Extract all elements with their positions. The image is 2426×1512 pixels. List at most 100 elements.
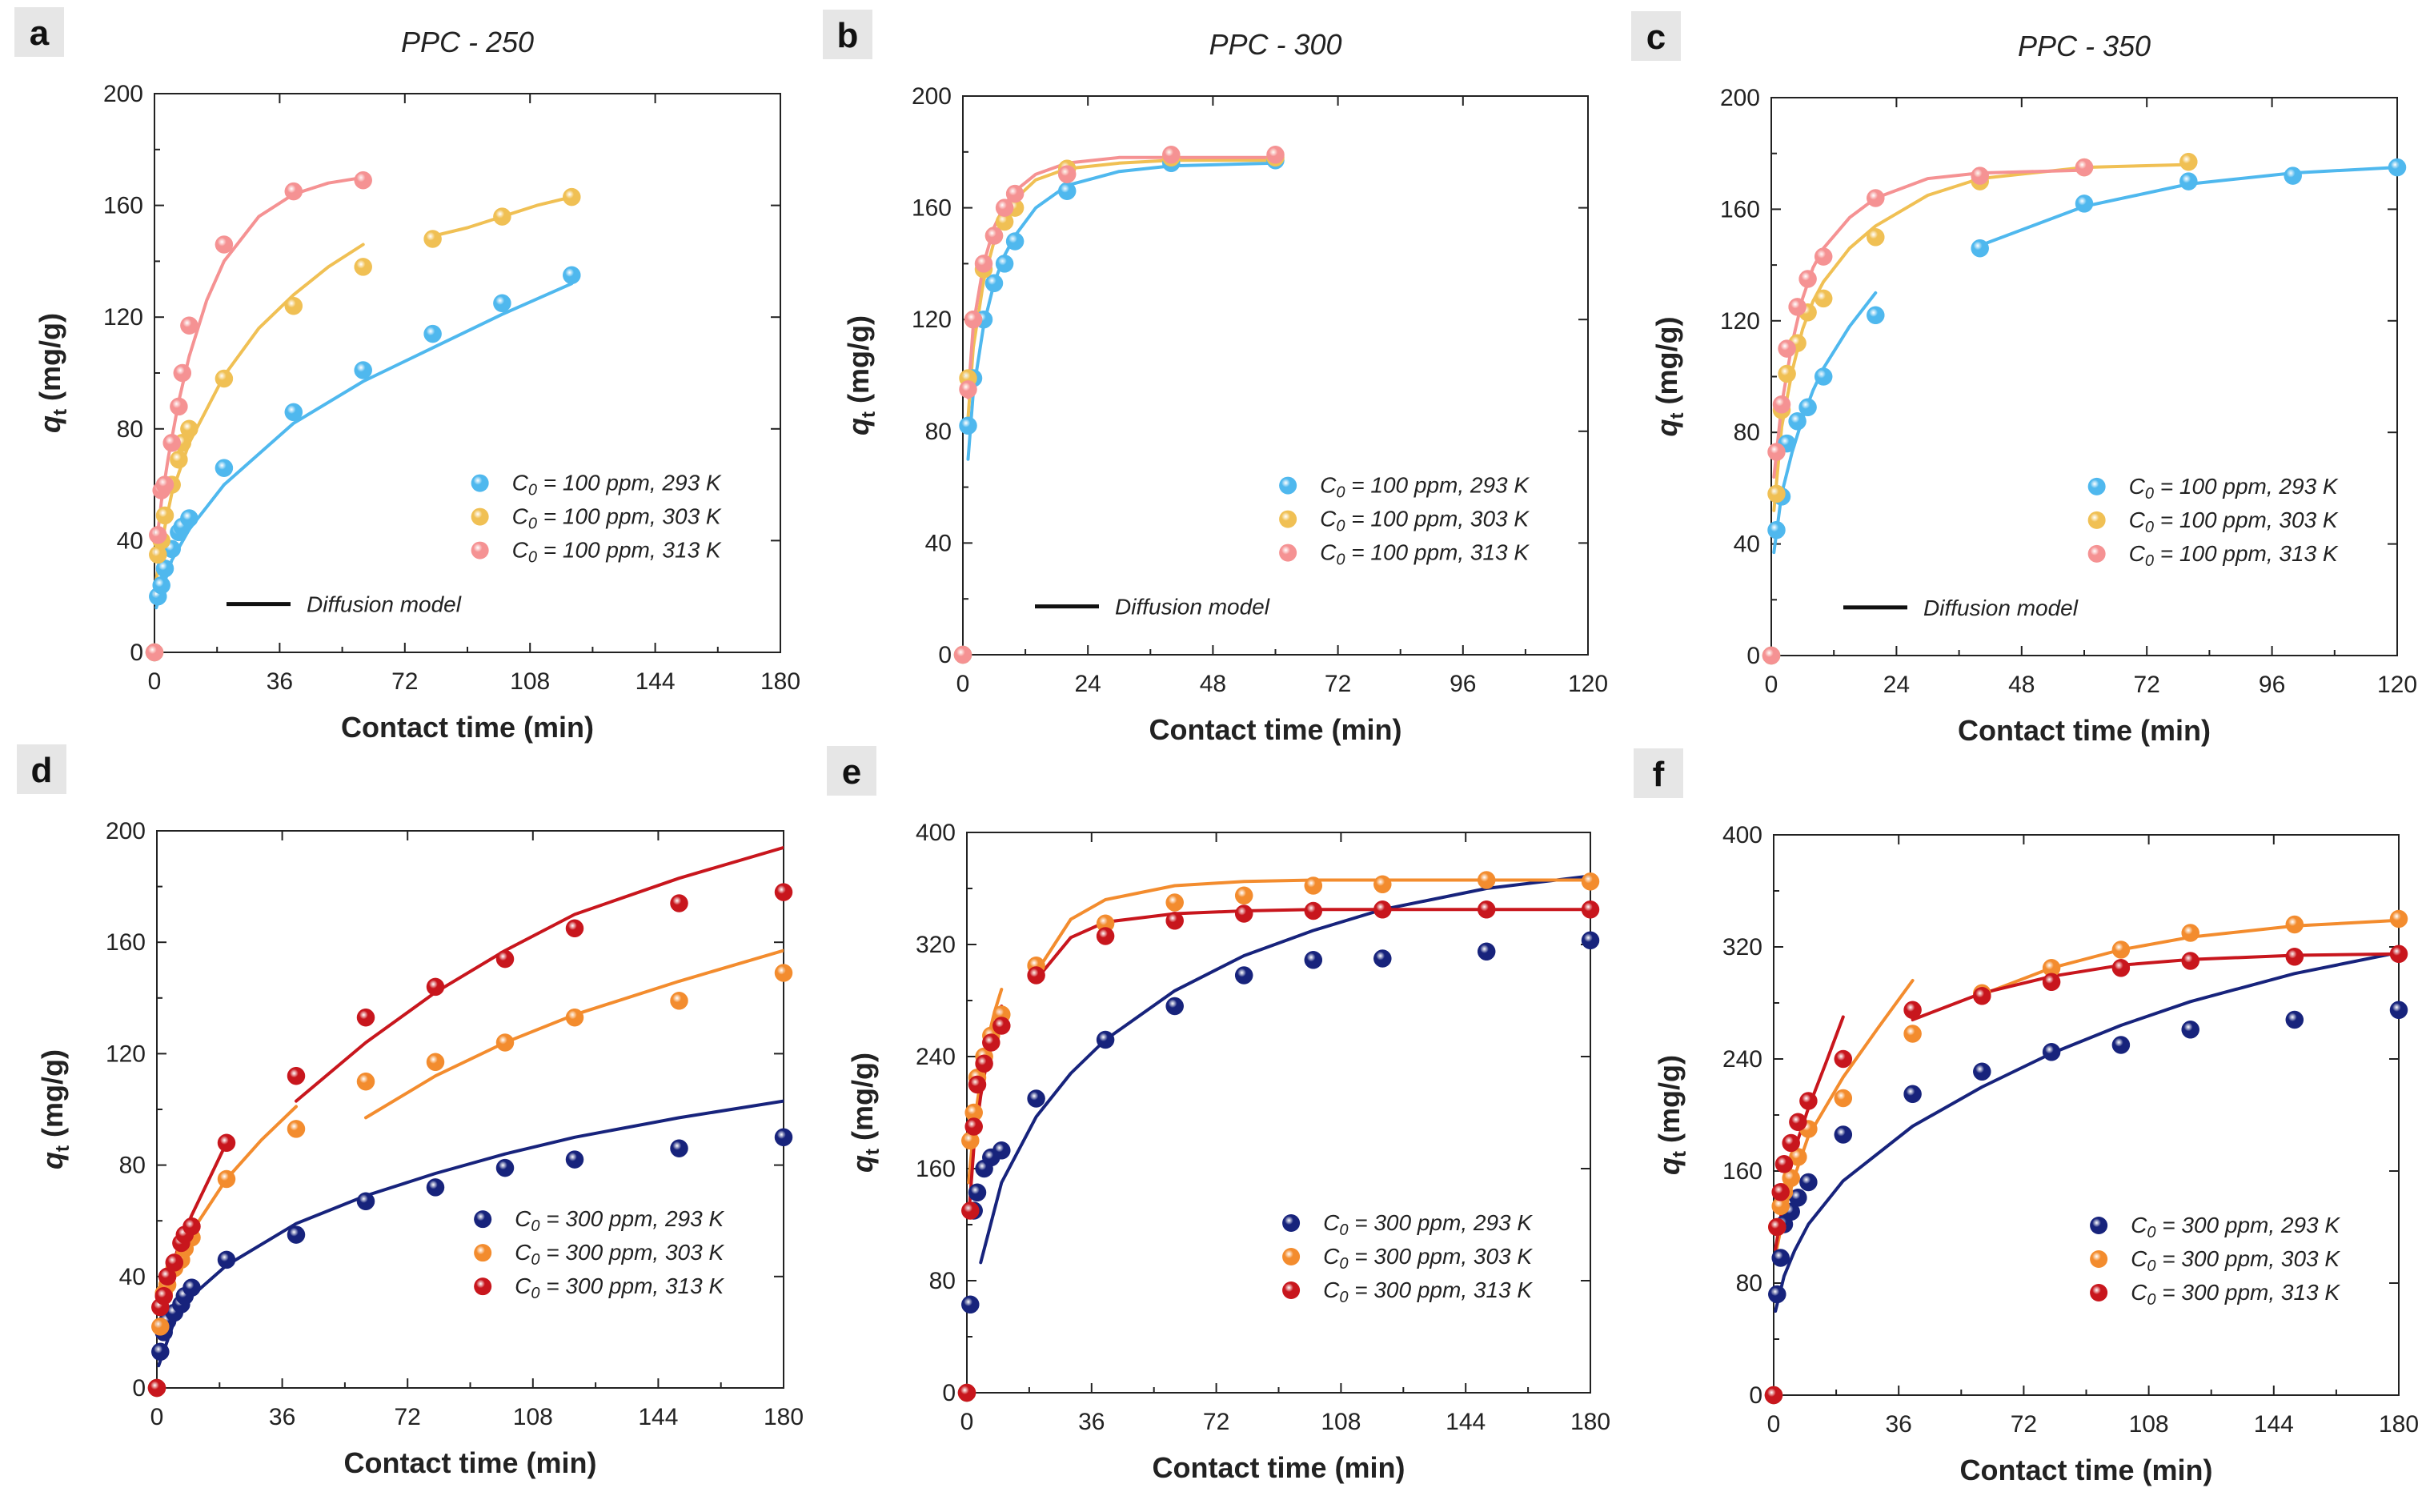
legend-rest: = 100 ppm, 313 K [537, 538, 722, 563]
legend-c: C [1323, 1277, 1340, 1302]
x-axis-title: Contact time (min) [1149, 713, 1401, 746]
y-tick-label: 40 [117, 527, 143, 554]
data-point-series-1 [670, 1139, 688, 1157]
data-point-series-3 [1973, 987, 1991, 1005]
data-point-series-2 [2181, 924, 2199, 942]
x-axis-title: Contact time (min) [341, 711, 594, 744]
fit-line-series-1 [979, 874, 1590, 1265]
y-tick-label: 160 [1722, 1158, 1762, 1185]
plot-frame [156, 830, 784, 1389]
data-point-series-3 [162, 434, 181, 452]
legend-entry: C0 = 100 ppm, 293 K [1320, 473, 1530, 502]
data-point-series-3 [182, 1217, 201, 1236]
legend-marker [2087, 511, 2106, 529]
y-axis-title: qt (mg/g) [842, 315, 880, 435]
data-point-series-1 [1581, 931, 1600, 950]
panel-letter-box [823, 10, 872, 59]
y-axis-title-unit: (mg/g) [846, 1053, 879, 1149]
data-point-series-3 [1789, 1113, 1807, 1132]
data-point-series-1 [1373, 949, 1392, 968]
data-point-series-3 [1774, 1155, 1794, 1173]
data-point-series-2 [1304, 876, 1323, 895]
legend-rest: = 300 ppm, 303 K [2155, 1246, 2340, 1271]
panel-title: PPC - 350 [2018, 30, 2151, 62]
x-tick-label: 72 [1325, 671, 1351, 697]
data-point-series-3 [2285, 948, 2304, 966]
data-point-series-2 [2179, 152, 2198, 171]
data-point-series-3 [1903, 1001, 1922, 1020]
fit-line-series-3 [1772, 168, 2086, 479]
data-point-series-2 [1767, 484, 1786, 503]
data-point-series-3 [2042, 973, 2061, 992]
data-point-series-1 [2111, 1036, 2131, 1054]
data-point-series-3 [1005, 184, 1025, 203]
x-tick-label: 180 [764, 1404, 804, 1430]
data-point-series-2 [180, 419, 198, 439]
data-point-series-3 [959, 380, 977, 399]
plot-frame [1770, 97, 2398, 656]
y-tick-label: 80 [1734, 419, 1760, 446]
panel-title: PPC - 300 [1209, 28, 1341, 61]
data-point-series-3 [149, 526, 167, 544]
data-point-series-1 [1973, 1062, 1991, 1081]
panel-letter: f [1653, 755, 1665, 794]
y-axis-title-sub: t [52, 1145, 74, 1152]
legend-sub: 0 [2147, 1257, 2155, 1275]
fit-line-series-3 [154, 175, 365, 548]
y-axis-title-unit: (mg/g) [1653, 1055, 1686, 1151]
y-tick-label: 0 [942, 1380, 956, 1406]
data-point-series-3 [145, 643, 164, 662]
legend-entry: C0 = 100 ppm, 303 K [1320, 507, 1530, 535]
data-point-series-1 [1971, 239, 1989, 258]
data-point-series-3 [1764, 1386, 1783, 1405]
data-point-series-1 [1788, 412, 1806, 431]
fit-lines [967, 874, 1590, 1265]
data-point-series-3 [1266, 146, 1285, 164]
data-point-series-1 [1005, 232, 1025, 251]
panel-letter: e [842, 752, 861, 792]
data-point-series-3 [1778, 339, 1796, 358]
fit-line-series-3 [1034, 908, 1590, 981]
data-point-series-2 [170, 450, 188, 469]
panel-letter: b [837, 16, 859, 55]
legend-c: C [2131, 1213, 2147, 1237]
y-axis-title-sub: t [50, 409, 71, 415]
data-point-series-3 [2181, 952, 2199, 970]
data-point-series-2 [1477, 871, 1496, 889]
data-point-series-3 [975, 1054, 993, 1073]
y-tick-label: 0 [1749, 1382, 1762, 1409]
data-point-series-2 [356, 1072, 375, 1091]
x-tick-label: 144 [638, 1404, 678, 1430]
legend-entry: C0 = 300 ppm, 303 K [2131, 1246, 2340, 1275]
panel-letter-box [1634, 748, 1683, 798]
y-tick-label: 240 [916, 1044, 956, 1070]
data-point-series-2 [1234, 886, 1253, 905]
x-tick-label: 96 [2259, 672, 2285, 698]
data-point-series-3 [1057, 165, 1077, 183]
y-tick-label: 40 [925, 530, 952, 556]
data-point-series-2 [1903, 1025, 1922, 1043]
x-tick-label: 108 [2129, 1411, 2169, 1438]
legend-sub: 0 [528, 482, 537, 499]
x-tick-label: 120 [2377, 672, 2417, 698]
legend-rest: = 300 ppm, 293 K [2155, 1213, 2340, 1237]
y-axis-title-q: q [842, 418, 875, 435]
fit-line-series-2 [1034, 878, 1590, 974]
data-point-series-2 [354, 258, 372, 276]
data-point-series-2 [284, 296, 303, 315]
legend-c: C [515, 1273, 531, 1298]
data-point-series-1 [2075, 195, 2094, 213]
plot-frame [154, 93, 781, 653]
data-point-series-2 [423, 230, 442, 248]
data-point-series-3 [974, 255, 993, 273]
legend-marker [2087, 544, 2106, 563]
data-point-series-1 [1304, 951, 1323, 969]
y-tick-label: 240 [1722, 1046, 1762, 1073]
x-tick-label: 0 [956, 671, 970, 697]
data-point-series-1 [1834, 1125, 1853, 1144]
data-point-series-3 [2111, 959, 2131, 977]
y-axis-title: qt (mg/g) [36, 1049, 74, 1169]
data-point-series-2 [495, 1033, 515, 1052]
y-tick-label: 40 [1734, 531, 1760, 558]
